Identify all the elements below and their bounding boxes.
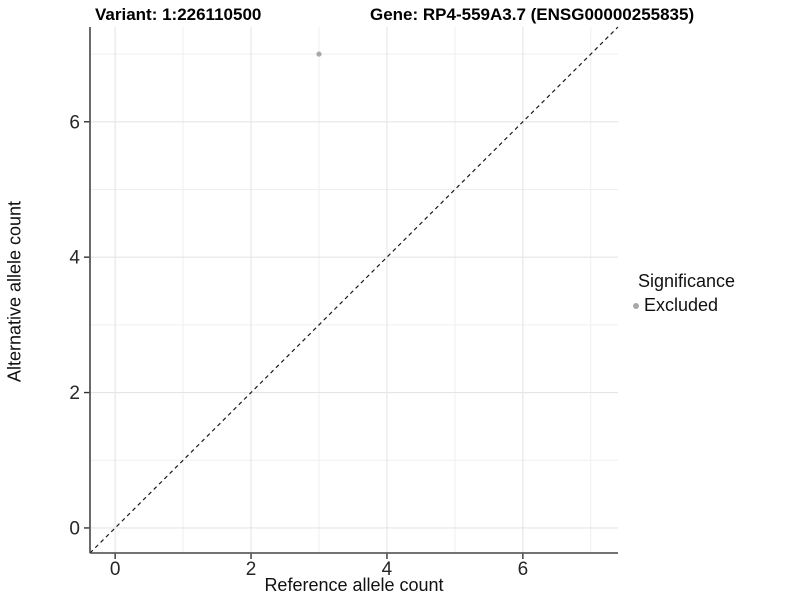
y-tick-label: 4 [69,248,80,269]
data-point [316,51,322,57]
y-tick-label: 2 [69,383,80,404]
legend-item-excluded: Excluded [630,295,798,316]
legend-title: Significance [638,271,736,291]
legend: Significance Excluded [630,271,798,316]
y-tick-label: 6 [69,112,80,133]
legend-item-label: Excluded [644,295,719,315]
x-tick-label: 2 [246,559,257,580]
y-tick-label: 0 [69,518,80,539]
plot-title-gene: Gene: RP4-559A3.7 (ENSG00000255835) [370,5,695,24]
y-axis-title: Alternative allele count [4,200,25,383]
excluded-point-icon [633,302,639,309]
x-tick-label: 0 [110,559,121,580]
plot-title-variant: Variant: 1:226110500 [95,5,262,24]
x-tick-label: 4 [382,559,393,580]
x-tick-label: 6 [518,559,529,580]
identity-dashed-line [89,26,619,554]
x-axis-title: Reference allele count [264,575,444,595]
